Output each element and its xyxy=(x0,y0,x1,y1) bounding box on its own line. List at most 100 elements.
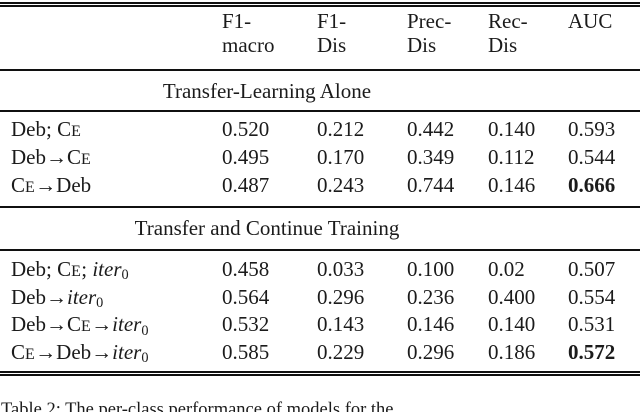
label-segment-plain: Deb xyxy=(56,173,92,197)
label-segment-smallcaps: CE xyxy=(67,312,91,336)
arrow-glyph: → xyxy=(46,312,67,337)
row-label: Deb→CE→iter0 xyxy=(11,311,148,342)
smallcaps-initial: C xyxy=(67,312,82,337)
cell-value: 0.236 xyxy=(407,284,455,309)
cell-value: 0.140 xyxy=(488,117,536,141)
column-header-line1: AUC xyxy=(568,9,613,33)
arrow-glyph: → xyxy=(46,145,67,169)
smallcaps-initial: C xyxy=(57,257,72,281)
label-segment-smallcaps: CE xyxy=(11,173,35,197)
cell-value: 0.572 xyxy=(568,339,616,364)
cell-value: 0.507 xyxy=(568,257,616,281)
column-header-line2: macro xyxy=(222,33,275,57)
table-row: Deb→CE→iter0 0.532 0.143 0.146 0.140 0.531 xyxy=(0,311,640,339)
column-header: Rec- Dis xyxy=(488,9,528,57)
cell-value: 0.243 xyxy=(317,173,365,197)
smallcaps-initial: C xyxy=(67,145,82,169)
label-segment-sub: 0 xyxy=(141,322,149,339)
label-segment-plain: ; xyxy=(81,257,93,281)
label-segment-plain: Deb xyxy=(11,312,46,337)
column-header: F1- Dis xyxy=(317,9,346,57)
label-segment-plain: Deb xyxy=(11,284,46,309)
label-segment-smallcaps: CE xyxy=(67,145,91,169)
label-segment-italic: iter xyxy=(112,339,142,364)
cell-value: 0.146 xyxy=(407,312,455,337)
cell-value: 0.544 xyxy=(568,145,616,169)
cell-value: 0.146 xyxy=(488,173,536,197)
table-rule-top xyxy=(0,2,640,7)
section-title: Transfer-Learning Alone xyxy=(162,79,372,103)
label-segment-sub: 0 xyxy=(121,267,129,284)
arrow-glyph: → xyxy=(91,312,113,337)
label-segment-smallcaps: CE xyxy=(57,117,81,141)
row-label: Deb; CE xyxy=(11,115,81,146)
label-segment-plain: Deb xyxy=(11,145,46,169)
column-header-line1: Prec- xyxy=(407,9,452,33)
arrow-glyph: → xyxy=(46,284,67,309)
cell-value: 0.100 xyxy=(407,257,455,281)
cell-value: 0.520 xyxy=(222,117,270,141)
cell-value: 0.564 xyxy=(222,284,270,309)
cell-value: 0.666 xyxy=(568,173,616,197)
column-header-line1: F1- xyxy=(317,9,347,33)
smallcaps-initial: C xyxy=(57,117,72,141)
arrow-glyph: → xyxy=(35,339,57,364)
cell-value: 0.593 xyxy=(568,117,616,141)
label-segment-italic: iter xyxy=(67,284,97,309)
cell-value: 0.143 xyxy=(317,312,365,337)
label-segment-italic: iter xyxy=(112,312,142,337)
smallcaps-rest: E xyxy=(25,179,36,196)
cell-value: 0.140 xyxy=(488,312,536,337)
cell-value: 0.229 xyxy=(317,339,365,364)
cell-value: 0.442 xyxy=(407,117,455,141)
table-row: CE→Deb→iter0 0.585 0.229 0.296 0.186 0.572 xyxy=(0,339,640,367)
table-rule-above-section2 xyxy=(0,206,640,208)
cell-value: 0.349 xyxy=(407,145,455,169)
cell-value: 0.170 xyxy=(317,145,365,169)
table-row: Deb→CE 0.495 0.170 0.349 0.112 0.544 xyxy=(0,143,640,171)
smallcaps-initial: C xyxy=(11,173,26,197)
smallcaps-rest: E xyxy=(71,123,82,140)
row-label: Deb→CE xyxy=(11,143,91,174)
label-segment-plain: Deb; xyxy=(11,117,58,141)
label-segment-sub: 0 xyxy=(141,350,149,367)
cell-value: 0.531 xyxy=(568,312,616,337)
label-segment-italic: iter xyxy=(92,257,122,281)
table-row: CE→Deb 0.487 0.243 0.744 0.146 0.666 xyxy=(0,171,640,199)
table-row: Deb; CE; iter0 0.458 0.033 0.100 0.02 0.507 xyxy=(0,256,640,284)
cell-value: 0.400 xyxy=(488,284,536,309)
row-label: CE→Deb xyxy=(11,171,91,202)
arrow-glyph: → xyxy=(91,339,113,364)
column-header-line2: Dis xyxy=(407,33,437,57)
table-row: Deb→iter0 0.564 0.296 0.236 0.400 0.554 xyxy=(0,284,640,312)
label-segment-plain: Deb xyxy=(56,339,92,364)
label-segment-plain: Deb; xyxy=(11,257,58,281)
cell-value: 0.532 xyxy=(222,312,270,337)
table-rule-below-header xyxy=(0,69,640,71)
smallcaps-rest: E xyxy=(81,318,92,336)
column-header: F1- macro xyxy=(222,9,274,57)
row-label: CE→Deb→iter0 xyxy=(11,339,148,370)
table-caption: Table 2: The per-class performance of mo… xyxy=(1,400,394,412)
column-header-line1: Rec- xyxy=(488,9,528,33)
cell-value: 0.212 xyxy=(317,117,365,141)
cell-value: 0.033 xyxy=(317,257,365,281)
label-segment-smallcaps: CE xyxy=(11,340,35,364)
cell-value: 0.744 xyxy=(407,173,455,197)
smallcaps-initial: C xyxy=(11,339,26,364)
column-header: Prec- Dis xyxy=(407,9,451,57)
smallcaps-rest: E xyxy=(81,151,92,168)
section-title: Transfer and Continue Training xyxy=(134,216,400,240)
table-rule-bottom xyxy=(0,371,640,376)
label-segment-sub: 0 xyxy=(96,295,104,312)
cell-value: 0.186 xyxy=(488,339,536,364)
cell-value: 0.458 xyxy=(222,257,270,281)
cell-value: 0.487 xyxy=(222,173,270,197)
table-rule-below-section2-title xyxy=(0,249,640,251)
label-segment-smallcaps: CE xyxy=(57,257,81,281)
column-header: AUC xyxy=(568,9,612,33)
smallcaps-rest: E xyxy=(71,263,82,280)
row-label: Deb→iter0 xyxy=(11,284,103,315)
column-header-line1: F1- xyxy=(222,9,252,33)
